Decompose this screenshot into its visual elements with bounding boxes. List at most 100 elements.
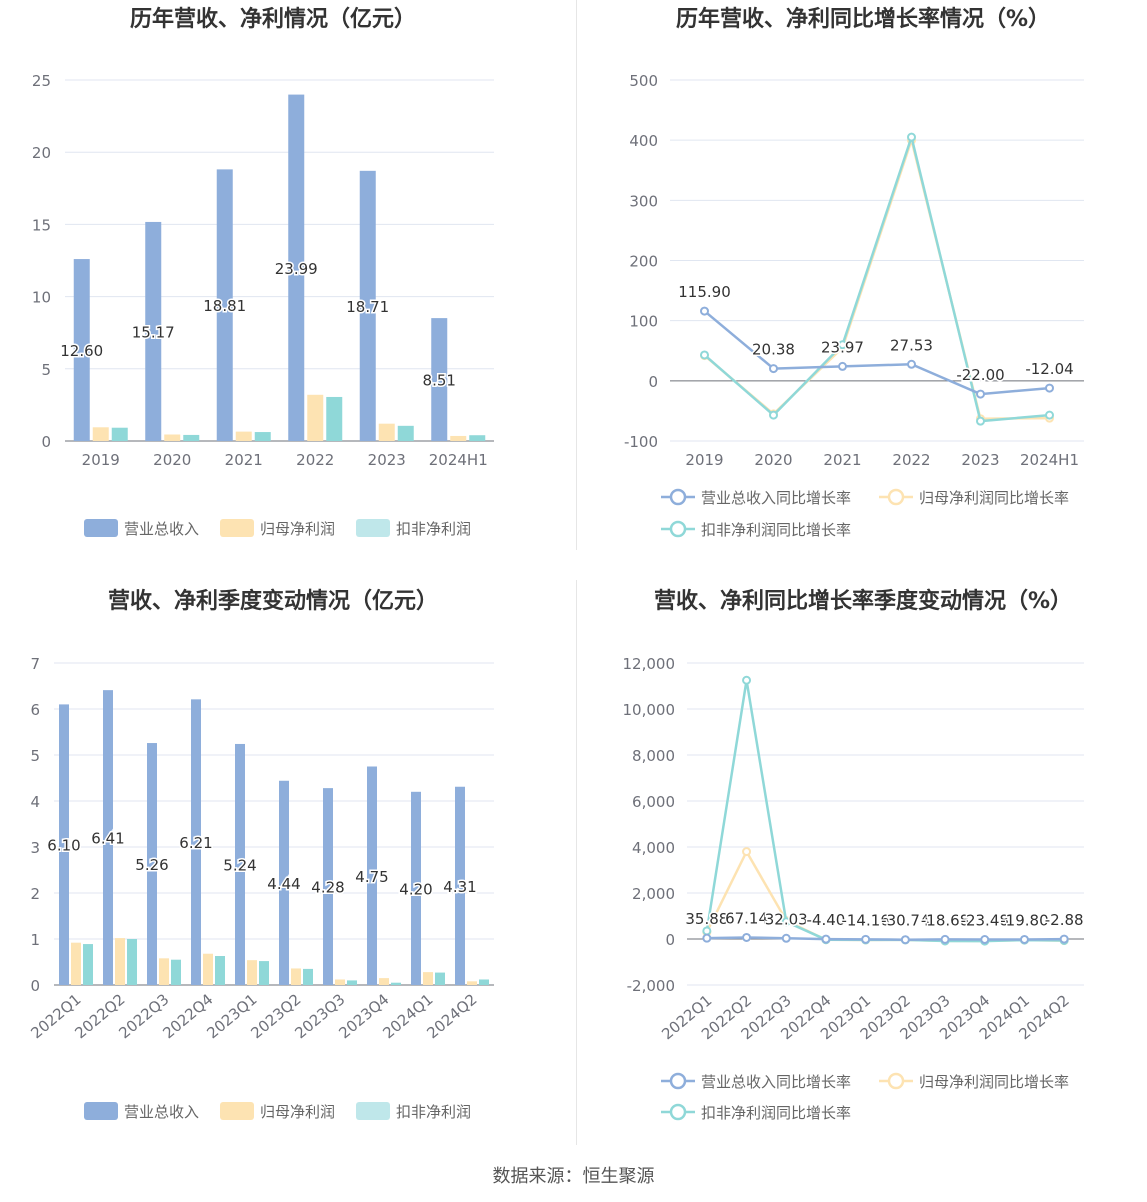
legend-label: 扣非净利润 bbox=[396, 1103, 471, 1121]
data-label: 4.44 bbox=[267, 875, 300, 893]
series-line-revenue-growth bbox=[706, 936, 1065, 941]
bar-revenue bbox=[216, 169, 233, 441]
y-tick-label: 20 bbox=[32, 144, 51, 162]
bar-deducted-profit bbox=[303, 968, 313, 985]
chart-annual-revenue-profit: 历年营收、净利情况（亿元） 0 5 10 15 20 25 2019 12.60 2020 15.1… bbox=[0, 0, 576, 560]
bar-net-profit bbox=[450, 435, 467, 441]
bar-net-profit bbox=[423, 972, 433, 985]
bar-revenue bbox=[431, 318, 448, 441]
data-label: 18.71 bbox=[346, 298, 389, 316]
data-point bbox=[821, 934, 831, 944]
legend-label: 营业总收入 bbox=[124, 520, 199, 538]
data-point bbox=[940, 934, 950, 944]
chart-svg: 营收、净利季度变动情况（亿元）012345672022Q16.102022Q26… bbox=[27, 588, 494, 1121]
data-label: 15.17 bbox=[132, 323, 175, 341]
bar-deducted-profit bbox=[171, 959, 181, 985]
data-label: 4.28 bbox=[311, 879, 344, 897]
bar-deducted-profit bbox=[215, 956, 225, 985]
bar-deducted-profit bbox=[391, 982, 401, 985]
data-label: 6.41 bbox=[91, 830, 124, 848]
data-label: 67.14 bbox=[725, 909, 768, 927]
legend-label: 归母净利润 bbox=[260, 520, 335, 538]
legend-marker bbox=[669, 1072, 687, 1090]
data-label: -18.68 bbox=[921, 911, 969, 929]
y-tick-label: 0 bbox=[648, 373, 658, 391]
legend-marker bbox=[669, 520, 687, 538]
x-tick-label: 2019 bbox=[82, 451, 120, 469]
y-tick-label: 5 bbox=[30, 747, 40, 765]
data-label: 23.97 bbox=[821, 338, 864, 356]
bar-revenue bbox=[323, 788, 333, 985]
data-point bbox=[1045, 383, 1054, 393]
data-point bbox=[700, 306, 709, 316]
y-tick-label: 7 bbox=[30, 655, 40, 673]
data-label: 27.53 bbox=[890, 336, 933, 354]
y-tick-label: 200 bbox=[629, 253, 658, 271]
y-tick-label: 0 bbox=[665, 931, 675, 949]
data-label: 6.21 bbox=[179, 834, 212, 852]
bar-revenue bbox=[367, 766, 377, 985]
chart-svg: 历年营收、净利情况（亿元） 0 5 10 15 20 25 2019 12.60 2020 15.1… bbox=[32, 6, 494, 538]
y-tick-label: 10,000 bbox=[623, 701, 676, 719]
data-label: 4.20 bbox=[399, 880, 432, 898]
bar-revenue bbox=[455, 786, 465, 985]
y-tick-label: 6,000 bbox=[632, 793, 675, 811]
y-tick-label: 500 bbox=[629, 72, 658, 90]
data-point bbox=[1045, 410, 1054, 420]
y-tick-label: 1 bbox=[30, 931, 40, 949]
bar-deducted-profit bbox=[127, 939, 137, 985]
x-tick-label: 2023 bbox=[961, 451, 999, 469]
y-tick-label: 300 bbox=[629, 192, 658, 210]
data-label: 8.51 bbox=[423, 372, 456, 390]
legend-label: 营业总收入 bbox=[124, 1103, 199, 1121]
series-line-deducted-profit-growth bbox=[705, 680, 1065, 943]
bar-deducted-profit bbox=[83, 944, 93, 985]
chart-title: 营收、净利同比增长率季度变动情况（%） bbox=[654, 588, 1072, 614]
bar-net-profit bbox=[164, 434, 181, 441]
data-point bbox=[976, 389, 985, 399]
data-point bbox=[769, 410, 778, 420]
chart-svg: 营收、净利同比增长率季度变动情况（%） -2,000 0 2,000 4,000 6,00… bbox=[623, 588, 1086, 1122]
legend-label: 归母净利润同比增长率 bbox=[919, 1073, 1069, 1091]
bar-deducted-profit bbox=[469, 435, 486, 441]
bar-net-profit bbox=[235, 431, 252, 441]
series-line-revenue-growth bbox=[703, 310, 1050, 396]
bar-net-profit bbox=[335, 979, 345, 985]
data-label: -4.40 bbox=[807, 911, 846, 929]
data-point bbox=[976, 416, 985, 426]
data-label: -19.80 bbox=[1000, 911, 1048, 929]
y-tick-label: 0 bbox=[41, 433, 51, 451]
data-point bbox=[907, 359, 916, 369]
chart-title: 历年营收、净利同比增长率情况（%） bbox=[676, 6, 1050, 32]
bar-revenue bbox=[73, 259, 90, 441]
bar-revenue bbox=[279, 780, 289, 985]
bar-revenue bbox=[59, 704, 69, 985]
y-tick-label: 100 bbox=[629, 313, 658, 331]
bar-deducted-profit bbox=[435, 972, 445, 985]
legend-marker bbox=[669, 1103, 687, 1121]
y-tick-label: 25 bbox=[32, 72, 51, 90]
bar-revenue bbox=[147, 743, 157, 985]
x-tick-label: 2024H1 bbox=[1020, 451, 1079, 469]
bar-net-profit bbox=[378, 423, 395, 441]
data-point bbox=[742, 932, 752, 942]
legend-swatch bbox=[84, 519, 118, 537]
data-point bbox=[702, 926, 712, 936]
bar-deducted-profit bbox=[479, 979, 489, 985]
data-point bbox=[781, 933, 791, 943]
data-point bbox=[838, 361, 847, 371]
legend-label: 营业总收入同比增长率 bbox=[701, 1073, 851, 1091]
x-tick-label: 2021 bbox=[823, 451, 861, 469]
data-label: 18.81 bbox=[203, 297, 246, 315]
x-tick-label: 2024Q2 bbox=[423, 990, 480, 1042]
legend-swatch bbox=[356, 1102, 390, 1120]
data-label: 4.31 bbox=[443, 878, 476, 896]
data-point bbox=[1059, 934, 1069, 944]
x-tick-label: 2023 bbox=[368, 451, 406, 469]
chart-quarterly-revenue-profit: 营收、净利季度变动情况（亿元） 0 1 2 3 4 5 6 7 2022Q1 6.10 2022Q2 6… bbox=[0, 580, 576, 1150]
data-point bbox=[861, 934, 871, 944]
legend-marker bbox=[887, 1072, 905, 1090]
chart-svg: 历年营收、净利同比增长率情况（%） -100 0 100 200 300 400 500 201… bbox=[624, 6, 1084, 539]
bar-net-profit bbox=[71, 942, 81, 985]
bar-revenue bbox=[145, 221, 162, 441]
